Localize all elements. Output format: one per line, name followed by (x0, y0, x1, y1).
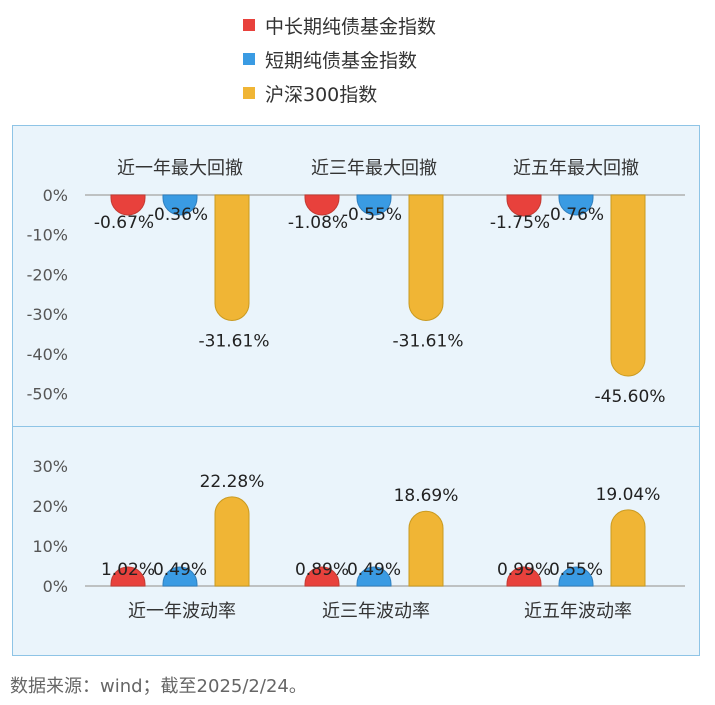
volatility-panel (12, 426, 700, 656)
bar (610, 509, 646, 587)
bar (558, 194, 594, 216)
bar (110, 194, 146, 216)
y-tick-label: 10% (32, 537, 68, 556)
bar (506, 566, 542, 587)
data-label: 22.28% (200, 472, 265, 492)
bar (304, 566, 340, 587)
bar (356, 194, 392, 216)
bar (162, 194, 198, 216)
bar (408, 510, 444, 587)
y-tick-label: 0% (43, 577, 68, 596)
bar (110, 566, 146, 587)
bar (506, 194, 542, 217)
data-label: 0.55% (549, 560, 603, 580)
legend-item-csi300: 沪深300指数 (243, 76, 436, 110)
bar (214, 194, 250, 321)
y-tick-label: 0% (43, 186, 68, 205)
category-label: 近五年波动率 (524, 601, 632, 622)
category-label: 近三年波动率 (322, 601, 430, 622)
legend-swatch (243, 53, 255, 65)
bar (610, 194, 646, 377)
data-label: 0.49% (153, 560, 207, 580)
y-tick-label: -10% (27, 226, 68, 245)
data-label: -0.55% (342, 205, 402, 225)
data-source-note: 数据来源：wind；截至2025/2/24。 (10, 676, 307, 697)
legend-label: 短期纯债基金指数 (265, 49, 418, 72)
data-label: 0.49% (347, 560, 401, 580)
y-tick-label: 20% (32, 497, 68, 516)
legend-label: 中长期纯债基金指数 (265, 15, 437, 38)
bar (162, 566, 198, 587)
y-tick-label: -30% (27, 305, 68, 324)
data-label: 0.99% (497, 560, 551, 580)
legend-swatch (243, 87, 255, 99)
data-label: -0.67% (94, 213, 154, 233)
legend-label: 沪深300指数 (265, 83, 378, 106)
data-label: -31.61% (393, 331, 464, 351)
legend-item-mid-long-bond: 中长期纯债基金指数 (243, 8, 436, 42)
y-tick-label: 30% (32, 457, 68, 476)
y-tick-label: -20% (27, 265, 68, 284)
data-label: 18.69% (394, 486, 459, 506)
data-label: -45.60% (595, 387, 666, 407)
y-tick-label: -40% (27, 345, 68, 364)
data-label: 19.04% (596, 485, 661, 505)
bar (304, 194, 340, 216)
category-label: 近五年最大回撤 (513, 158, 639, 179)
legend-item-short-bond: 短期纯债基金指数 (243, 42, 436, 76)
data-label: -0.76% (544, 205, 604, 225)
y-tick-label: -50% (27, 385, 68, 404)
bar (214, 496, 250, 587)
data-label: -0.36% (148, 205, 208, 225)
category-label: 近三年最大回撤 (311, 158, 437, 179)
bar (356, 566, 392, 587)
bar (408, 194, 444, 321)
chart-legend: 中长期纯债基金指数 短期纯债基金指数 沪深300指数 (243, 8, 436, 110)
data-label: -1.75% (490, 213, 550, 233)
data-label: 0.89% (295, 560, 349, 580)
legend-swatch (243, 19, 255, 31)
data-label: -1.08% (288, 213, 348, 233)
category-label: 近一年波动率 (128, 601, 236, 622)
category-label: 近一年最大回撤 (117, 158, 243, 179)
data-label: -31.61% (199, 331, 270, 351)
bar (558, 566, 594, 587)
data-label: 1.02% (101, 560, 155, 580)
